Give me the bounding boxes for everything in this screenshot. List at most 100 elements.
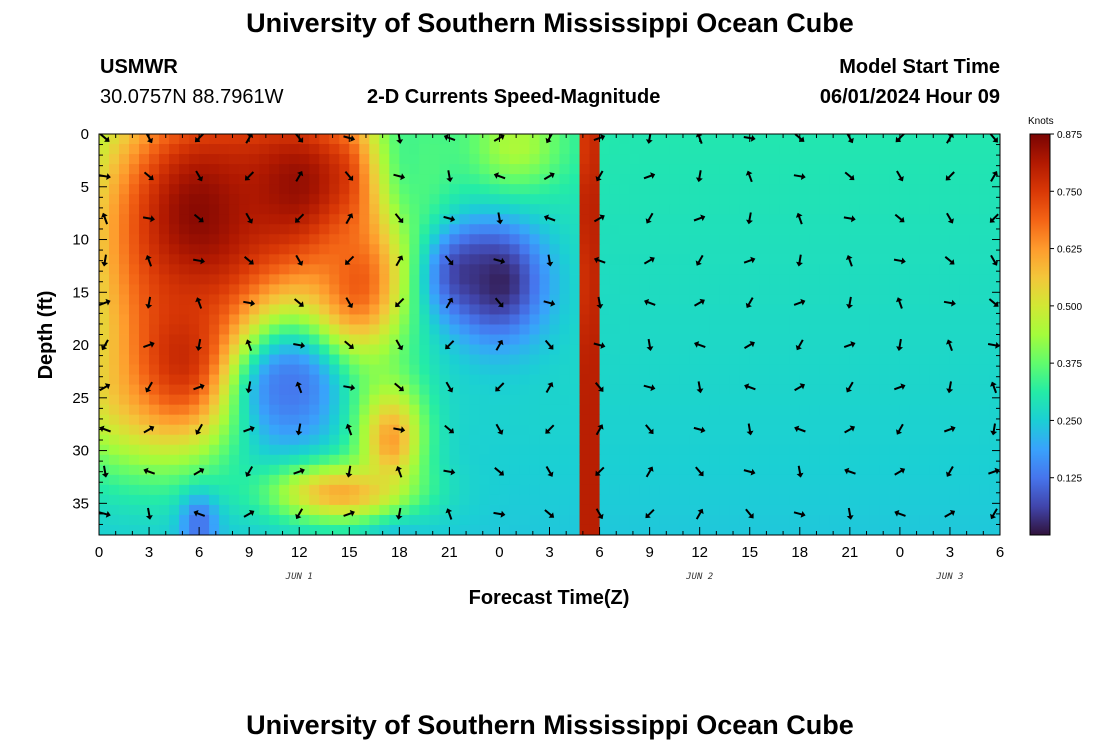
speed-cell <box>289 494 300 506</box>
speed-cell <box>479 514 491 526</box>
speed-cell <box>839 374 851 386</box>
speed-cell <box>519 134 531 145</box>
current-arrow <box>593 256 606 264</box>
speed-cell <box>609 334 621 346</box>
speed-cell <box>869 344 881 356</box>
speed-cell <box>809 484 821 496</box>
speed-cell <box>799 204 811 215</box>
speed-cell <box>969 514 981 526</box>
speed-cell <box>989 454 1000 466</box>
speed-cell <box>839 244 851 255</box>
speed-cell <box>259 394 270 406</box>
speed-cell <box>699 334 711 346</box>
speed-cell <box>589 334 601 346</box>
speed-cell <box>259 264 270 275</box>
speed-cell <box>559 134 571 145</box>
speed-cell <box>219 404 230 416</box>
speed-cell <box>209 294 220 306</box>
speed-cell <box>789 504 801 516</box>
speed-cell <box>309 274 320 285</box>
speed-cell <box>789 304 801 316</box>
speed-cell <box>409 404 420 416</box>
speed-cell <box>959 414 971 426</box>
speed-cell <box>169 494 180 506</box>
speed-cell <box>389 224 400 235</box>
speed-cell <box>389 164 400 175</box>
current-arrow <box>193 257 205 265</box>
speed-cell <box>409 224 420 235</box>
speed-cell <box>699 154 711 165</box>
speed-cell <box>889 394 901 406</box>
speed-cell <box>359 234 370 245</box>
speed-cell <box>629 494 641 506</box>
current-arrow <box>544 339 554 350</box>
speed-cell <box>779 174 791 185</box>
speed-cell <box>519 504 531 516</box>
speed-cell <box>889 454 901 466</box>
speed-cell <box>879 454 891 466</box>
speed-cell <box>499 364 511 376</box>
speed-cell <box>469 454 481 466</box>
speed-cell <box>319 454 330 466</box>
speed-cell <box>349 324 360 336</box>
speed-cell <box>209 344 220 356</box>
speed-cell <box>799 394 811 406</box>
speed-cell <box>409 204 420 215</box>
speed-cell <box>519 264 531 275</box>
speed-cell <box>309 324 320 336</box>
speed-cell <box>769 324 781 336</box>
speed-cell <box>399 174 410 185</box>
speed-cell <box>129 174 140 185</box>
speed-cell <box>109 474 120 486</box>
speed-cell <box>489 204 501 215</box>
speed-cell <box>729 484 741 496</box>
speed-cell <box>759 244 771 255</box>
speed-cell <box>549 294 561 306</box>
speed-cell <box>759 214 771 225</box>
speed-cell <box>219 144 230 155</box>
speed-cell <box>299 444 310 456</box>
current-arrow <box>295 254 304 266</box>
speed-cell <box>249 464 260 476</box>
speed-cell <box>979 484 991 496</box>
speed-cell <box>679 254 691 265</box>
speed-cell <box>449 184 460 195</box>
speed-cell <box>839 484 851 496</box>
speed-cell <box>219 434 230 446</box>
speed-cell <box>609 404 621 416</box>
speed-cell <box>369 154 380 165</box>
speed-cell <box>899 364 911 376</box>
speed-cell <box>349 224 360 235</box>
speed-cell <box>559 224 571 235</box>
current-arrow <box>990 423 998 436</box>
speed-cell <box>119 274 130 285</box>
speed-cell <box>129 434 140 446</box>
speed-cell <box>649 134 661 145</box>
speed-cell <box>219 364 230 376</box>
speed-cell <box>99 324 110 336</box>
speed-cell <box>659 454 671 466</box>
speed-cell <box>169 164 180 175</box>
speed-cell <box>259 354 270 366</box>
speed-cell <box>659 524 671 535</box>
speed-cell <box>889 464 901 476</box>
speed-cell <box>159 424 170 436</box>
speed-cell <box>619 234 631 245</box>
speed-cell <box>709 374 721 386</box>
speed-cell <box>469 354 481 366</box>
current-arrow <box>345 255 355 265</box>
speed-cell <box>139 424 150 436</box>
speed-cell <box>889 414 901 426</box>
speed-cell <box>459 434 471 446</box>
speed-cell <box>619 334 631 346</box>
speed-cell <box>569 194 581 205</box>
speed-cell <box>619 164 631 175</box>
speed-cell <box>299 474 310 486</box>
speed-cell <box>479 174 491 185</box>
speed-cell <box>879 264 891 275</box>
speed-cell <box>99 374 110 386</box>
speed-cell <box>709 154 721 165</box>
speed-cell <box>449 264 460 275</box>
x-tick-label: 6 <box>195 544 203 561</box>
speed-cell <box>639 474 651 486</box>
